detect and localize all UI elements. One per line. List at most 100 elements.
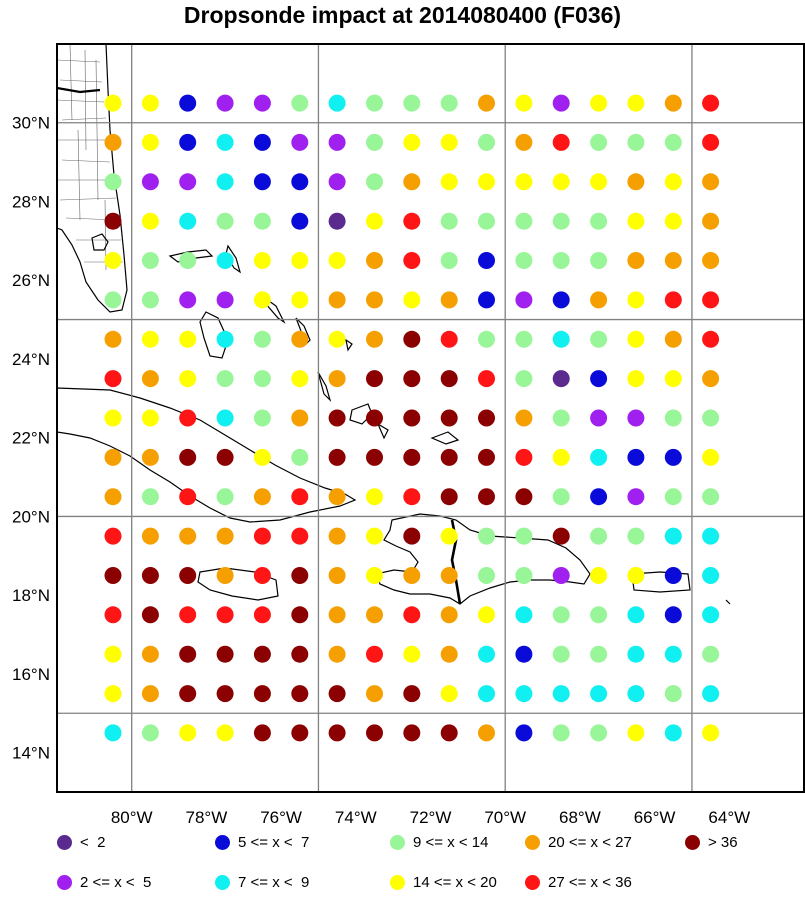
data-point (403, 212, 421, 230)
data-point (179, 133, 197, 151)
data-point (141, 291, 159, 309)
data-point (515, 448, 533, 466)
y-tick-label: 22°N (12, 429, 50, 448)
y-tick-label: 16°N (12, 665, 50, 684)
data-point (291, 606, 309, 624)
florida-county-lines (57, 44, 123, 271)
data-point (702, 606, 720, 624)
data-point (179, 330, 197, 348)
data-point (328, 606, 346, 624)
data-point (702, 173, 720, 191)
legend-swatch (390, 834, 405, 850)
data-point (440, 212, 458, 230)
legend-item: > 36 (685, 832, 738, 852)
legend-label: 9 <= x < 14 (413, 833, 489, 851)
data-point (515, 252, 533, 269)
data-point (440, 370, 458, 388)
data-point (590, 173, 608, 191)
legend-item: 7 <= x < 9 (215, 872, 309, 892)
acklins (376, 422, 389, 440)
y-tick-label: 30°N (12, 114, 50, 133)
data-point (104, 527, 122, 545)
data-point (478, 291, 495, 309)
y-tick-label: 18°N (12, 586, 50, 605)
plot-frame (56, 43, 805, 793)
legend-label: > 36 (708, 833, 738, 851)
data-point (328, 94, 346, 112)
data-point (440, 448, 458, 466)
data-point (552, 645, 570, 663)
data-point (291, 330, 309, 348)
data-point (141, 567, 159, 584)
x-tick-label: 78°W (186, 808, 228, 827)
data-point (664, 173, 682, 191)
data-point (328, 370, 346, 388)
data-point (440, 685, 458, 703)
data-point (216, 724, 234, 742)
data-point (478, 94, 495, 112)
data-point (104, 606, 122, 624)
y-tick-labels: 30°N 28°N 26°N 24°N 22°N 20°N 18°N 16°N 14°N (12, 114, 50, 763)
data-point (328, 291, 346, 309)
data-point (552, 94, 570, 112)
y-tick-label: 14°N (12, 744, 50, 763)
data-point (590, 488, 608, 506)
data-point (515, 409, 533, 427)
data-point (366, 409, 383, 427)
data-point (403, 606, 421, 624)
lake-okeechobee (91, 233, 109, 251)
data-point (627, 567, 645, 584)
data-point (328, 409, 346, 427)
data-point (141, 488, 159, 506)
data-point (552, 291, 570, 309)
legend-swatch (215, 834, 230, 850)
data-point (627, 252, 645, 269)
data-point (216, 330, 234, 348)
data-point (253, 291, 271, 309)
x-tick-label: 76°W (260, 808, 302, 827)
data-point (216, 685, 234, 703)
data-point (515, 370, 533, 388)
data-point (552, 724, 570, 742)
data-point (627, 291, 645, 309)
data-point (515, 291, 533, 309)
y-tick-label: 26°N (12, 271, 50, 290)
data-point (478, 448, 495, 466)
data-point (216, 291, 234, 309)
data-point (253, 724, 271, 742)
data-point (515, 606, 533, 624)
data-point (141, 252, 159, 269)
data-point (664, 488, 682, 506)
data-point (440, 133, 458, 151)
data-point (291, 133, 309, 151)
legend-swatch (390, 874, 405, 890)
data-point (403, 330, 421, 348)
data-point (141, 330, 159, 348)
data-point (366, 291, 383, 309)
data-point (291, 724, 309, 742)
data-point (104, 488, 122, 506)
x-tick-label: 80°W (111, 808, 153, 827)
hispaniola (375, 513, 591, 605)
data-point (403, 645, 421, 663)
data-point (366, 370, 383, 388)
data-point (702, 370, 720, 388)
data-point (627, 212, 645, 230)
data-point (179, 94, 197, 112)
y-tick-label: 24°N (12, 350, 50, 369)
data-point (366, 645, 383, 663)
legend-label: 27 <= x < 36 (548, 873, 632, 891)
data-point (291, 252, 309, 269)
data-point (403, 291, 421, 309)
data-point (253, 448, 271, 466)
data-point (253, 252, 271, 269)
data-point (440, 409, 458, 427)
data-point (141, 724, 159, 742)
data-point (141, 133, 159, 151)
data-point (291, 291, 309, 309)
data-point (440, 645, 458, 663)
data-point (179, 409, 197, 427)
data-point (366, 567, 383, 584)
data-point (328, 488, 346, 506)
data-point (291, 488, 309, 506)
